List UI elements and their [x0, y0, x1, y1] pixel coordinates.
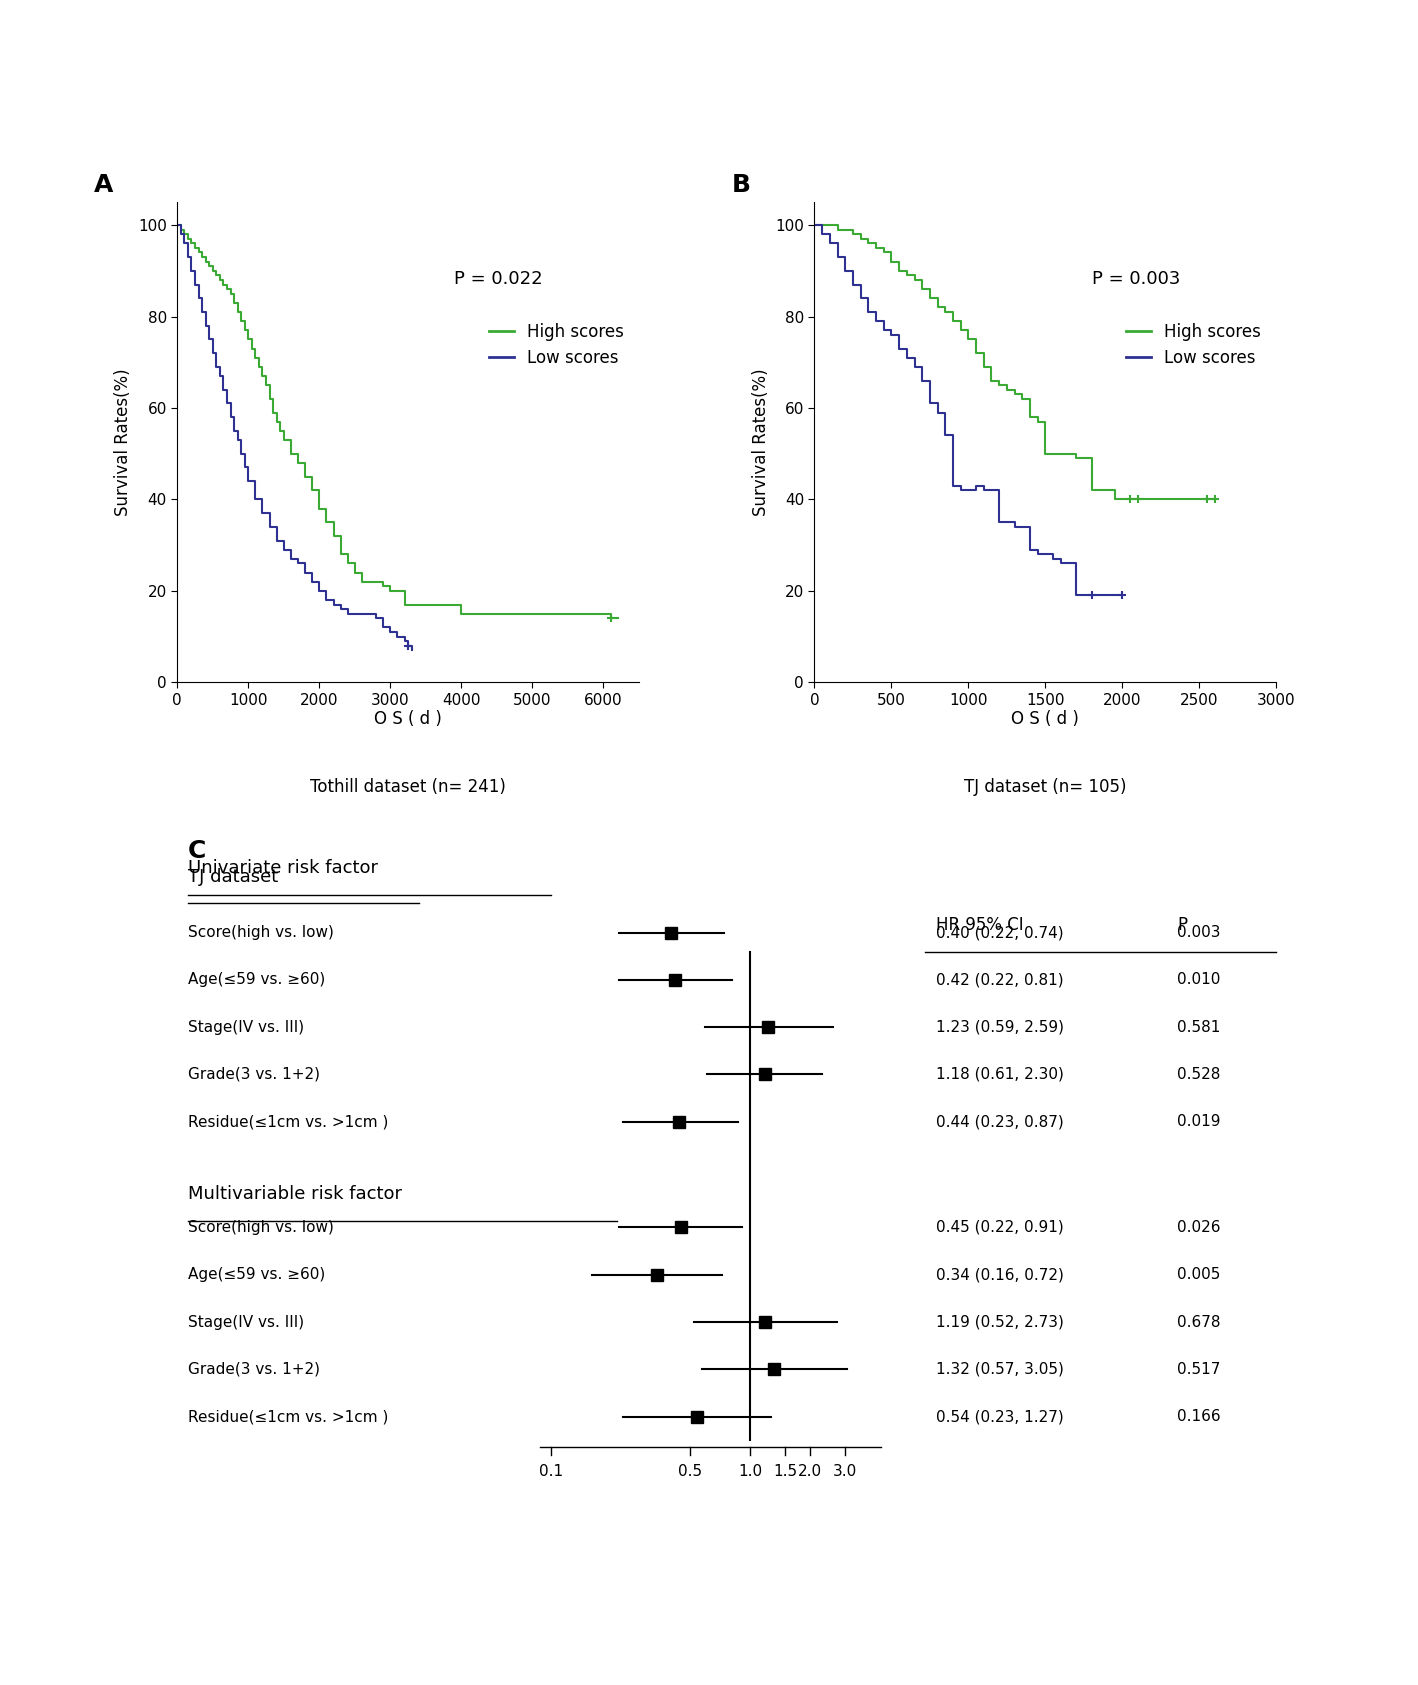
Text: 0.581: 0.581 — [1177, 1019, 1221, 1035]
Legend: High scores, Low scores: High scores, Low scores — [1119, 317, 1268, 374]
Text: 0.528: 0.528 — [1177, 1067, 1221, 1082]
Text: 1.32 (0.57, 3.05): 1.32 (0.57, 3.05) — [936, 1361, 1064, 1377]
Y-axis label: Survival Rates(%): Survival Rates(%) — [115, 369, 132, 516]
X-axis label: O S ( d ): O S ( d ) — [374, 711, 442, 728]
Text: 0.678: 0.678 — [1177, 1314, 1221, 1329]
Text: Stage(IV vs. III): Stage(IV vs. III) — [189, 1019, 305, 1035]
Text: 0.010: 0.010 — [1177, 972, 1221, 987]
Text: A: A — [94, 174, 113, 197]
Text: 0.1: 0.1 — [539, 1464, 563, 1479]
Text: Univariate risk factor: Univariate risk factor — [189, 859, 379, 878]
Text: 0.54 (0.23, 1.27): 0.54 (0.23, 1.27) — [936, 1409, 1064, 1424]
Text: Residue(≤1cm vs. >1cm ): Residue(≤1cm vs. >1cm ) — [189, 1114, 389, 1129]
Text: 2.0: 2.0 — [798, 1464, 822, 1479]
Text: 0.003: 0.003 — [1177, 925, 1221, 940]
Text: 0.40 (0.22, 0.74): 0.40 (0.22, 0.74) — [936, 925, 1064, 940]
Text: Age(≤59 vs. ≥60): Age(≤59 vs. ≥60) — [189, 972, 326, 987]
Text: 0.166: 0.166 — [1177, 1409, 1221, 1424]
Text: C: C — [189, 839, 207, 863]
Text: Stage(IV vs. III): Stage(IV vs. III) — [189, 1314, 305, 1329]
Text: 1.19 (0.52, 2.73): 1.19 (0.52, 2.73) — [936, 1314, 1064, 1329]
Legend: High scores, Low scores: High scores, Low scores — [482, 317, 631, 374]
Text: B: B — [732, 174, 750, 197]
X-axis label: O S ( d ): O S ( d ) — [1011, 711, 1079, 728]
Text: 0.005: 0.005 — [1177, 1267, 1221, 1282]
Text: TJ dataset: TJ dataset — [189, 868, 278, 886]
Text: 0.45 (0.22, 0.91): 0.45 (0.22, 0.91) — [936, 1220, 1064, 1235]
Text: 1.0: 1.0 — [739, 1464, 763, 1479]
Text: 1.5: 1.5 — [773, 1464, 797, 1479]
Text: Multivariable risk factor: Multivariable risk factor — [189, 1185, 403, 1203]
Text: 0.019: 0.019 — [1177, 1114, 1221, 1129]
Text: 0.026: 0.026 — [1177, 1220, 1221, 1235]
Text: Score(high vs. low): Score(high vs. low) — [189, 1220, 335, 1235]
Text: P = 0.003: P = 0.003 — [1092, 270, 1180, 288]
Text: 0.44 (0.23, 0.87): 0.44 (0.23, 0.87) — [936, 1114, 1064, 1129]
Y-axis label: Survival Rates(%): Survival Rates(%) — [752, 369, 770, 516]
Text: 0.5: 0.5 — [678, 1464, 702, 1479]
Text: Age(≤59 vs. ≥60): Age(≤59 vs. ≥60) — [189, 1267, 326, 1282]
Text: 0.34 (0.16, 0.72): 0.34 (0.16, 0.72) — [936, 1267, 1064, 1282]
Text: Tothill dataset (n= 241): Tothill dataset (n= 241) — [311, 778, 506, 797]
Text: Grade(3 vs. 1+2): Grade(3 vs. 1+2) — [189, 1067, 320, 1082]
Text: 3.0: 3.0 — [834, 1464, 858, 1479]
Text: 1.18 (0.61, 2.30): 1.18 (0.61, 2.30) — [936, 1067, 1064, 1082]
Text: P: P — [1177, 917, 1187, 933]
Text: TJ dataset (n= 105): TJ dataset (n= 105) — [964, 778, 1126, 797]
Text: 0.517: 0.517 — [1177, 1361, 1221, 1377]
Text: Grade(3 vs. 1+2): Grade(3 vs. 1+2) — [189, 1361, 320, 1377]
Text: Residue(≤1cm vs. >1cm ): Residue(≤1cm vs. >1cm ) — [189, 1409, 389, 1424]
Text: HR 95% CI: HR 95% CI — [936, 917, 1024, 933]
Text: Score(high vs. low): Score(high vs. low) — [189, 925, 335, 940]
Text: 1.23 (0.59, 2.59): 1.23 (0.59, 2.59) — [936, 1019, 1064, 1035]
Text: P = 0.022: P = 0.022 — [454, 270, 543, 288]
Text: 0.42 (0.22, 0.81): 0.42 (0.22, 0.81) — [936, 972, 1064, 987]
